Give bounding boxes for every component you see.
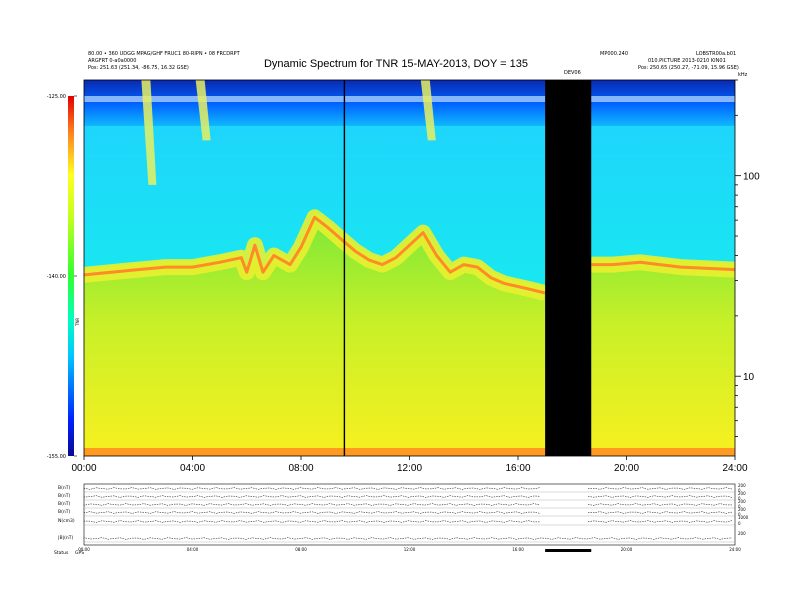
x-tick-label: 20:00: [614, 463, 639, 474]
panel-trace: [83, 495, 733, 498]
chart-title: Dynamic Spectrum for TNR 15-MAY-2013, DO…: [263, 58, 528, 70]
panel-time-tick-label: 24:00: [729, 547, 741, 552]
panel-trace: [83, 503, 733, 506]
panel-label: B(nT): [58, 485, 70, 491]
panel-trace: [83, 487, 733, 490]
colorbar-tick-label: -125.00: [47, 94, 66, 100]
panel-label: B(nT): [58, 501, 70, 507]
panel-right-tick-label: 200: [738, 483, 746, 488]
panel-right-tick-label: 0: [738, 488, 741, 493]
panel-time-tick-label: 04:00: [187, 547, 199, 552]
low-frequency-edge: [84, 448, 735, 456]
panel-frame: [83, 483, 736, 546]
header-right-corner: kHz: [738, 72, 748, 78]
header-right-line1b: LOBSTR00a.b01: [696, 51, 737, 57]
panel-time-tick-label: 12:00: [404, 547, 416, 552]
panel-right-tick-label: 0: [738, 496, 741, 501]
panel-right-tick-label: 1000: [738, 515, 749, 520]
x-tick-label: 00:00: [71, 463, 96, 474]
status-label: Status: [54, 550, 69, 556]
x-tick-label: 04:00: [180, 463, 205, 474]
panel-right-tick-label: 200: [738, 507, 746, 512]
panel-trace: [83, 537, 733, 540]
plasma-line: [84, 215, 735, 295]
panel-label: B(nT): [58, 509, 70, 515]
panel-time-tick-label: 08:00: [295, 547, 307, 552]
panel-right-tick-label: 0: [738, 512, 741, 517]
status-gap-bar: [545, 549, 592, 552]
header-left-line3: Pos: 251.63 (251.34, -86.75, 16.32 GSE): [88, 65, 189, 71]
colorbar-tick-label: -140.00: [47, 274, 66, 280]
radio-burst: [141, 80, 157, 185]
radio-burst: [420, 80, 436, 141]
panel-right-tick-label: 0: [738, 521, 741, 526]
radio-burst: [195, 80, 211, 141]
high-frequency-band: [84, 80, 735, 126]
y-tick-label: 10: [743, 372, 755, 383]
panel-right-tick-label: 200: [738, 531, 746, 536]
spectrogram: [84, 80, 735, 456]
x-tick-label: 24:00: [722, 463, 747, 474]
panel-label: |B|(nT): [58, 535, 73, 541]
x-tick-label: 08:00: [288, 463, 313, 474]
colorbar: [68, 96, 74, 456]
x-tick-label: 12:00: [397, 463, 422, 474]
status-value: GPS: [75, 550, 84, 556]
data-gap: [545, 80, 592, 456]
interference-stripe: [84, 96, 735, 102]
panel-label: B(nT): [58, 493, 70, 499]
y-tick-label: 100: [743, 172, 760, 183]
panel-trace: [83, 511, 733, 514]
header-left-line2: ARGFRT 0-a0a0000: [88, 58, 137, 64]
panel-time-tick-label: 20:00: [621, 547, 633, 552]
header-left-line1: 80.00 • 360 UDGG MPAG/GHF FRUC1 80-RIPN …: [88, 51, 240, 57]
panel-label: N(cm3): [58, 518, 75, 524]
colorbar-label: TNR: [75, 318, 80, 327]
header-right-line1: MP000.240: [600, 51, 629, 57]
panel-time-tick-label: 00:00: [78, 547, 90, 552]
panel-right-tick-label: 200: [738, 499, 746, 504]
panel-trace: [83, 520, 733, 523]
header-right-line3: Pos: 250.65 (250.27, -71.09, 15.96 GSE): [638, 65, 739, 71]
panel-right-tick-label: 0: [738, 504, 741, 509]
colorbar-tick-label: -155.00: [47, 454, 66, 460]
panel-right-tick-label: 200: [738, 491, 746, 496]
gap-label: DEV06: [564, 70, 581, 76]
x-tick-label: 16:00: [505, 463, 530, 474]
header-right-line2: 010.PICTURE 2013-0210 KIN01: [648, 58, 726, 64]
panel-time-tick-label: 16:00: [512, 547, 524, 552]
